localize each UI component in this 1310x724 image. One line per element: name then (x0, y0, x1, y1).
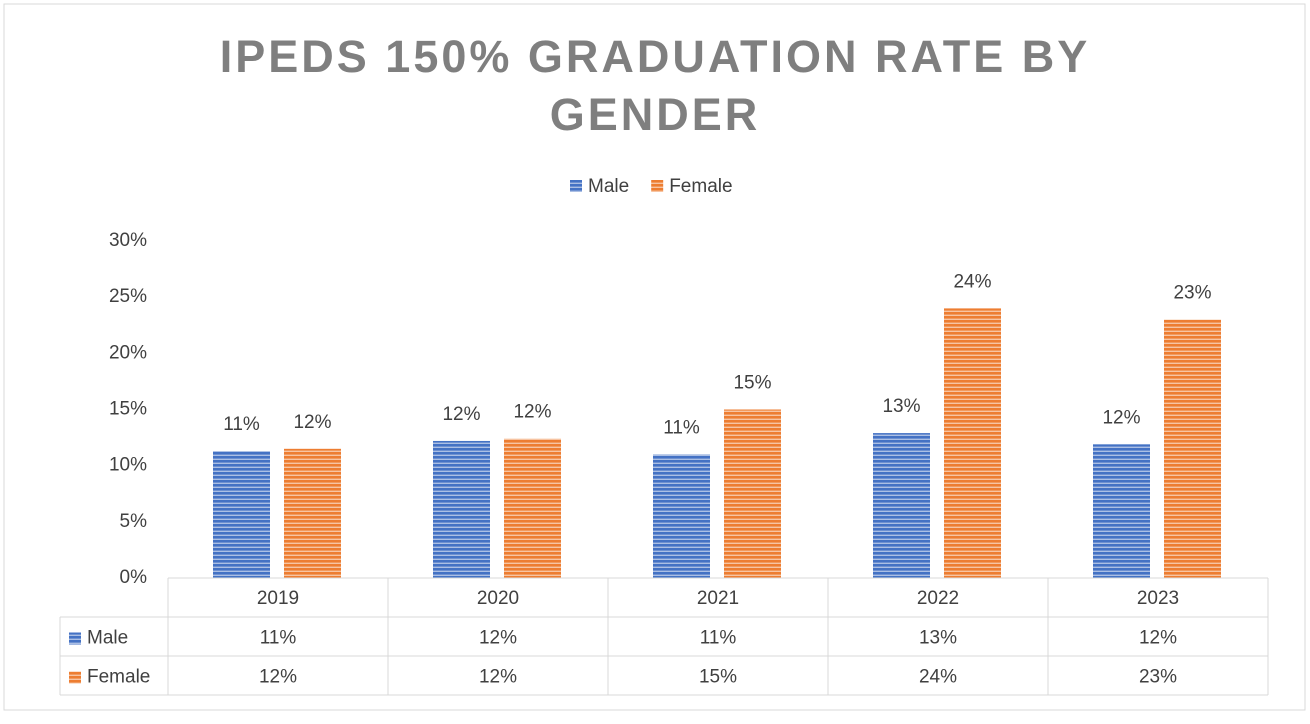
x-tick-label: 2023 (1137, 588, 1179, 609)
y-tick-label: 5% (120, 511, 148, 532)
chart-border (3, 3, 1306, 711)
bar (1093, 444, 1150, 578)
y-tick-label: 20% (109, 342, 147, 363)
data-label: 11% (663, 417, 700, 438)
table-cell: 24% (919, 667, 957, 688)
data-label: 15% (733, 373, 771, 394)
data-label: 24% (953, 271, 991, 292)
y-tick-label: 0% (120, 567, 148, 588)
data-label: 13% (882, 396, 920, 417)
bar (873, 433, 930, 578)
data-label: 11% (223, 414, 260, 435)
data-label: 12% (513, 402, 551, 423)
legend-label: Female (669, 176, 732, 197)
data-label: 12% (442, 404, 480, 425)
x-tick-label: 2020 (477, 588, 519, 609)
table-row-label: Female (87, 667, 150, 688)
bar (944, 308, 1001, 578)
x-tick-label: 2021 (697, 588, 739, 609)
table-cell: 12% (479, 628, 517, 649)
bar (504, 438, 561, 578)
y-tick-label: 15% (109, 399, 147, 420)
chart-title: IPEDS 150% GRADUATION RATE BY GENDER (219, 31, 1091, 140)
legend-swatch (570, 180, 582, 192)
y-tick-label: 30% (109, 230, 147, 251)
bar (1164, 319, 1221, 578)
table-cell: 11% (260, 628, 297, 649)
y-tick-label: 25% (109, 286, 147, 307)
bar (284, 448, 341, 578)
data-label: 12% (1102, 407, 1140, 428)
legend-swatch (651, 180, 664, 192)
bar (433, 440, 490, 578)
legend-label: Male (588, 176, 629, 197)
x-tick-label: 2019 (257, 588, 299, 609)
table-cell: 12% (479, 667, 517, 688)
data-label: 23% (1173, 283, 1211, 304)
table-legend-swatch (69, 632, 81, 645)
y-tick-label: 10% (109, 455, 147, 476)
data-label: 12% (293, 412, 331, 433)
table-cell: 12% (259, 667, 297, 688)
table-row-label: Male (87, 628, 128, 649)
table-cell: 12% (1139, 628, 1177, 649)
bar (724, 409, 781, 578)
table-cell: 13% (919, 628, 957, 649)
x-tick-label: 2022 (917, 588, 959, 609)
bar (653, 454, 710, 578)
bar (213, 451, 270, 578)
table-cell: 11% (700, 628, 737, 649)
table-cell: 23% (1139, 667, 1177, 688)
table-legend-swatch (69, 671, 81, 684)
table-cell: 15% (699, 667, 737, 688)
